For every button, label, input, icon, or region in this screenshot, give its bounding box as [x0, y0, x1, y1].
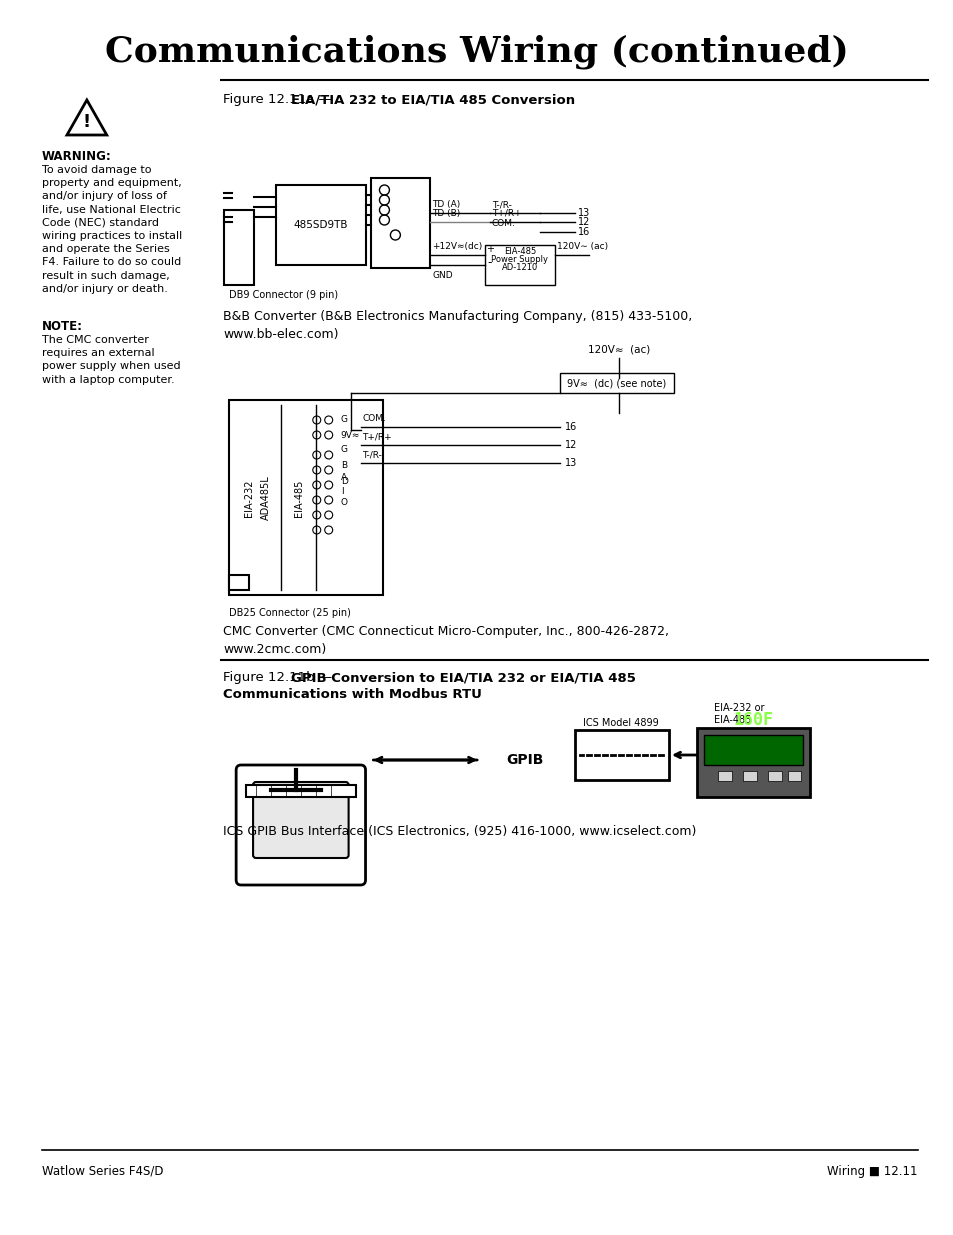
Text: D
I
O: D I O	[340, 477, 347, 506]
Text: 12: 12	[577, 217, 589, 227]
Text: -: -	[487, 257, 492, 269]
Text: Communications with Modbus RTU: Communications with Modbus RTU	[223, 688, 481, 701]
Text: 13: 13	[577, 207, 589, 219]
FancyBboxPatch shape	[559, 373, 674, 393]
Text: 16: 16	[564, 422, 577, 432]
Text: To avoid damage to
property and equipment,
and/or injury of loss of
life, use Na: To avoid damage to property and equipmen…	[42, 165, 182, 294]
Text: 16: 16	[577, 227, 589, 237]
Text: 13: 13	[564, 458, 577, 468]
Text: 120V≈  (ac): 120V≈ (ac)	[588, 345, 650, 354]
FancyBboxPatch shape	[275, 185, 365, 266]
FancyBboxPatch shape	[574, 730, 668, 781]
FancyBboxPatch shape	[717, 771, 731, 781]
Text: Wiring ■ 12.11: Wiring ■ 12.11	[826, 1165, 917, 1178]
Text: EIA-485: EIA-485	[294, 479, 304, 516]
FancyBboxPatch shape	[697, 727, 809, 797]
Text: The CMC converter
requires an external
power supply when used
with a laptop comp: The CMC converter requires an external p…	[42, 335, 180, 384]
Text: ICS Model 4899: ICS Model 4899	[583, 718, 659, 727]
Text: T-/R-: T-/R-	[362, 450, 382, 459]
Text: +: +	[485, 245, 494, 254]
Text: TD (B): TD (B)	[432, 209, 460, 219]
Text: 9V≈  (dc) (see note): 9V≈ (dc) (see note)	[566, 378, 665, 388]
FancyBboxPatch shape	[742, 771, 756, 781]
Text: !: !	[83, 112, 91, 131]
Text: G: G	[340, 415, 347, 425]
Text: B: B	[340, 461, 346, 469]
FancyBboxPatch shape	[229, 576, 249, 590]
Text: B&B Converter (B&B Electronics Manufacturing Company, (815) 433-5100,
www.bb-ele: B&B Converter (B&B Electronics Manufactu…	[223, 310, 692, 341]
Text: +12V≈(dc): +12V≈(dc)	[432, 242, 482, 251]
Text: ICS GPIB Bus Interface (ICS Electronics, (925) 416-1000, www.icselect.com): ICS GPIB Bus Interface (ICS Electronics,…	[223, 825, 696, 839]
FancyBboxPatch shape	[224, 210, 253, 285]
Text: G: G	[340, 446, 347, 454]
Text: A: A	[340, 473, 346, 483]
Text: EIA-232 or
EIA-485: EIA-232 or EIA-485	[713, 703, 763, 725]
FancyBboxPatch shape	[703, 735, 802, 764]
Text: AD-1210: AD-1210	[501, 263, 537, 273]
Text: EIA/TIA 232 to EIA/TIA 485 Conversion: EIA/TIA 232 to EIA/TIA 485 Conversion	[291, 94, 575, 106]
Text: Figure 12.11a —: Figure 12.11a —	[223, 94, 335, 106]
FancyBboxPatch shape	[253, 782, 348, 858]
Text: NOTE:: NOTE:	[42, 320, 83, 333]
Text: Power Supply: Power Supply	[491, 256, 548, 264]
Text: 160F: 160F	[733, 711, 773, 729]
Text: EIA-232: EIA-232	[244, 479, 253, 516]
Text: GND: GND	[432, 270, 453, 280]
Text: DB25 Connector (25 pin): DB25 Connector (25 pin)	[229, 608, 351, 618]
FancyBboxPatch shape	[229, 400, 383, 595]
Text: Watlow Series F4S/D: Watlow Series F4S/D	[42, 1165, 163, 1178]
Text: T-/R-: T-/R-	[492, 200, 511, 209]
FancyBboxPatch shape	[246, 785, 355, 797]
Text: 12: 12	[564, 440, 577, 450]
FancyBboxPatch shape	[236, 764, 365, 885]
Text: T+/R+: T+/R+	[492, 209, 521, 219]
Text: GPIB Conversion to EIA/TIA 232 or EIA/TIA 485: GPIB Conversion to EIA/TIA 232 or EIA/TI…	[291, 672, 635, 684]
FancyBboxPatch shape	[484, 245, 554, 285]
Text: Communications Wiring (continued): Communications Wiring (continued)	[105, 35, 848, 69]
Text: GPIB: GPIB	[505, 753, 543, 767]
Text: 9V≈: 9V≈	[340, 431, 359, 440]
Text: 485SD9TB: 485SD9TB	[294, 220, 348, 230]
Text: COM.: COM.	[362, 414, 386, 424]
Text: 120V∼ (ac): 120V∼ (ac)	[556, 242, 607, 251]
Text: ADA485L: ADA485L	[261, 475, 271, 520]
FancyBboxPatch shape	[786, 771, 801, 781]
Text: TD (A): TD (A)	[432, 200, 460, 209]
Text: T+/R+: T+/R+	[362, 432, 392, 441]
FancyBboxPatch shape	[767, 771, 781, 781]
Text: CMC Converter (CMC Connecticut Micro-Computer, Inc., 800-426-2872,
www.2cmc.com): CMC Converter (CMC Connecticut Micro-Com…	[223, 625, 668, 656]
Text: WARNING:: WARNING:	[42, 149, 112, 163]
Text: EIA-485: EIA-485	[503, 247, 536, 257]
FancyBboxPatch shape	[479, 740, 569, 781]
Text: DB9 Connector (9 pin): DB9 Connector (9 pin)	[229, 290, 338, 300]
Text: COM.: COM.	[492, 219, 516, 228]
Text: Figure 12.11b —: Figure 12.11b —	[223, 672, 336, 684]
FancyBboxPatch shape	[370, 178, 430, 268]
